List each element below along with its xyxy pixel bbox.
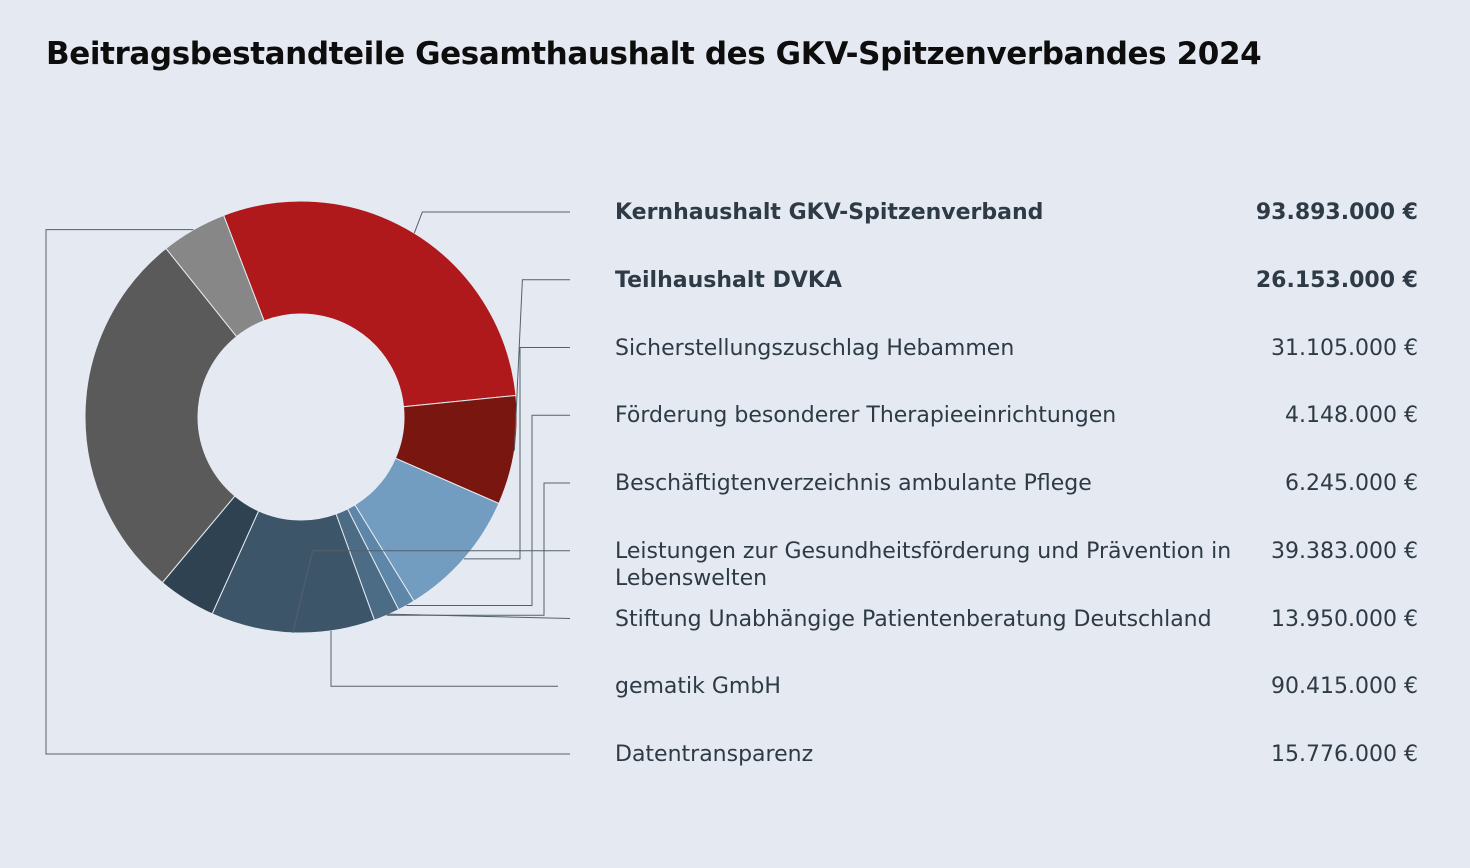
page-title: Beitragsbestandteile Gesamthaushalt des … <box>46 36 1262 72</box>
legend-item[interactable]: Beschäftigtenverzeichnis ambulante Pfleg… <box>615 470 1418 530</box>
legend-value: 39.383.000 € <box>1271 538 1418 564</box>
legend-label: Datentransparenz <box>615 742 814 767</box>
leader-line-4 <box>406 414 570 607</box>
legend-label: Beschäftigtenverzeichnis ambulante Pfleg… <box>615 471 1092 496</box>
legend-label: Leistungen zur Gesundheitsförderung und … <box>615 538 1232 591</box>
leader-line-2 <box>513 279 570 451</box>
legend-label: Teilhaushalt DVKA <box>615 267 842 293</box>
slice-1[interactable] <box>222 200 517 408</box>
slice-9[interactable] <box>165 214 265 338</box>
legend-value: 31.105.000 € <box>1271 335 1418 361</box>
leader-line-9 <box>45 229 570 755</box>
leader-line-5 <box>386 482 570 616</box>
legend-item[interactable]: Kernhaushalt GKV-Spitzenverband 93.893.00… <box>615 199 1418 259</box>
legend-value: 26.153.000 € <box>1255 267 1418 293</box>
legend-item[interactable]: Stiftung Unabhängige Patientenberatung D… <box>615 606 1418 666</box>
legend-item[interactable]: gematik GmbH 90.415.000 € <box>615 673 1418 733</box>
leader-line-1 <box>413 211 570 234</box>
legend-value: 6.245.000 € <box>1285 471 1418 496</box>
legend-item[interactable]: Datentransparenz 15.776.000 € <box>615 741 1418 801</box>
legend-value: 13.950.000 € <box>1271 606 1418 632</box>
legend-value: 15.776.000 € <box>1271 742 1418 767</box>
leader-line-7 <box>381 613 571 619</box>
legend-item[interactable]: Sicherstellungszuschlag Hebammen 31.105.0… <box>615 335 1418 395</box>
leader-line-8 <box>330 631 558 687</box>
leader-line-3 <box>463 347 570 560</box>
legend-value: 90.415.000 € <box>1271 674 1418 700</box>
legend-item[interactable]: Leistungen zur Gesundheitsförderung und … <box>615 538 1418 598</box>
legend-label: Förderung besonderer Therapieeinrichtung… <box>615 403 1117 429</box>
legend-label: Stiftung Unabhängige Patientenberatung D… <box>615 606 1212 632</box>
legend-item[interactable]: Förderung besonderer Therapieeinrichtung… <box>615 402 1418 462</box>
leader-line-6 <box>292 550 570 633</box>
legend-value: 93.893.000 € <box>1255 200 1418 225</box>
legend-label: Sicherstellungszuschlag Hebammen <box>615 335 1015 361</box>
legend-label: gematik GmbH <box>615 674 781 700</box>
slice-8[interactable] <box>84 247 238 584</box>
legend-label: Kernhaushalt GKV-Spitzenverband <box>615 200 1044 225</box>
legend-value: 4.148.000 € <box>1285 403 1418 429</box>
legend-item[interactable]: Teilhaushalt DVKA 26.153.000 € <box>615 267 1418 327</box>
